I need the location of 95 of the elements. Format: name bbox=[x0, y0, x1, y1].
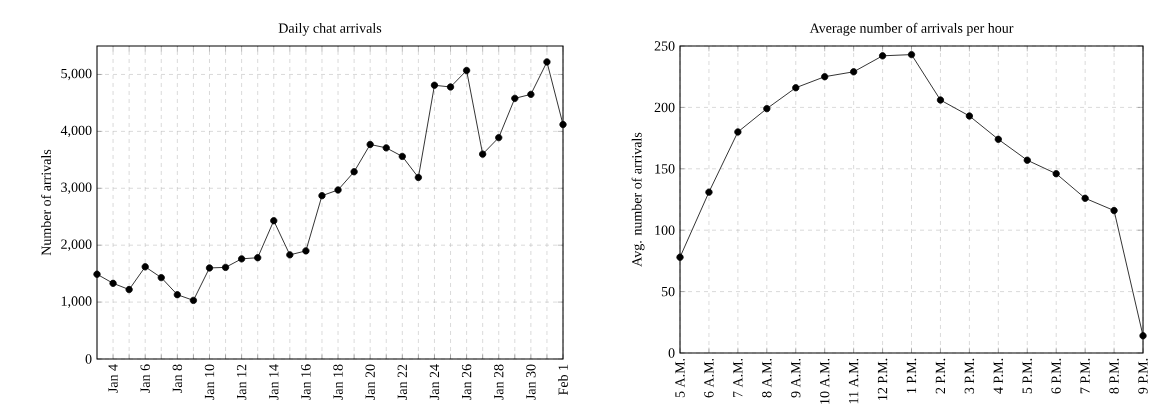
x-tick-label: Jan 6 bbox=[140, 364, 150, 393]
y-tick-label: 1,000 bbox=[61, 296, 92, 308]
point bbox=[1110, 206, 1118, 215]
point bbox=[1081, 194, 1089, 202]
point bbox=[221, 263, 230, 271]
x-tick-label: Jan 28 bbox=[494, 364, 504, 400]
point bbox=[141, 263, 149, 271]
x-tick-label: 9 P.M. bbox=[1138, 358, 1148, 394]
x-tick-label: 5 P.M. bbox=[1022, 358, 1032, 394]
chart-title: Daily chat arrivals bbox=[278, 23, 382, 36]
point bbox=[994, 135, 1002, 143]
y-tick-label: 3,000 bbox=[61, 182, 92, 195]
point bbox=[936, 96, 945, 104]
point bbox=[173, 291, 181, 299]
point bbox=[302, 247, 310, 255]
x-tick-label: Jan 30 bbox=[526, 364, 536, 400]
point bbox=[254, 254, 262, 262]
point bbox=[1052, 170, 1060, 178]
point bbox=[792, 84, 800, 92]
x-tick-label: Jan 10 bbox=[204, 364, 215, 400]
point bbox=[705, 188, 713, 196]
x-tick-label: Jan 14 bbox=[269, 364, 279, 400]
point bbox=[366, 140, 374, 149]
point bbox=[495, 134, 503, 142]
y-tick-label: 0 bbox=[668, 348, 675, 358]
y-tick-label: 250 bbox=[654, 41, 675, 51]
point bbox=[125, 285, 133, 294]
x-tick-label: 3 P.M. bbox=[964, 358, 975, 394]
x-tick-label: 10 A.M. bbox=[819, 358, 830, 404]
x-tick-label: Jan 24 bbox=[429, 364, 440, 400]
y-tick-label: 50 bbox=[661, 286, 675, 297]
x-tick-label: 7 A.M. bbox=[733, 358, 743, 398]
point bbox=[382, 144, 390, 152]
point bbox=[334, 186, 342, 194]
x-tick-label: 6 A.M. bbox=[704, 358, 714, 398]
x-tick-label: 7 P.M. bbox=[1080, 358, 1090, 394]
y-axis-title: Number of arrivals bbox=[40, 149, 51, 256]
x-tick-label: Jan 16 bbox=[301, 364, 311, 400]
point bbox=[446, 83, 455, 91]
y-tick-label: 4,000 bbox=[60, 125, 92, 138]
x-tick-label: 5 A.M. bbox=[675, 358, 685, 398]
point bbox=[527, 90, 535, 98]
x-tick-label: 12 P.M. bbox=[877, 358, 888, 400]
point bbox=[543, 58, 551, 66]
point bbox=[463, 66, 471, 75]
point bbox=[850, 68, 858, 76]
y-tick-label: 200 bbox=[654, 102, 675, 113]
y-tick-label: 5,000 bbox=[61, 68, 92, 81]
y-axis-title: Avg. number of arrivals bbox=[631, 132, 645, 267]
point bbox=[965, 112, 973, 120]
point bbox=[157, 274, 165, 282]
chart-title: Average number of arrivals per hour bbox=[809, 22, 1014, 36]
point bbox=[398, 152, 406, 161]
point bbox=[734, 128, 742, 136]
point bbox=[350, 168, 358, 176]
point bbox=[189, 296, 198, 304]
x-tick-label: 9 A.M. bbox=[791, 358, 801, 398]
point bbox=[430, 81, 439, 89]
point bbox=[907, 51, 916, 59]
x-tick-label: 2 P.M. bbox=[935, 358, 946, 394]
x-tick-label: Jan 26 bbox=[461, 364, 472, 400]
point bbox=[511, 94, 519, 102]
point bbox=[559, 120, 567, 129]
x-tick-label: 8 A.M. bbox=[762, 358, 772, 398]
y-tick-label: 2,000 bbox=[61, 239, 92, 251]
point bbox=[109, 279, 117, 287]
x-tick-label: Jan 12 bbox=[236, 364, 247, 400]
point bbox=[238, 255, 246, 263]
point bbox=[1139, 332, 1147, 340]
y-tick-label: 100 bbox=[655, 225, 675, 235]
point bbox=[763, 105, 771, 113]
x-tick-label: 8 P.M. bbox=[1109, 358, 1119, 394]
y-tick-label: 150 bbox=[655, 164, 675, 174]
x-tick-label: Jan 8 bbox=[172, 364, 183, 393]
x-tick-label: 6 P.M. bbox=[1051, 358, 1061, 394]
point bbox=[205, 264, 214, 272]
x-tick-label: 11 A.M. bbox=[848, 358, 859, 404]
x-tick-label: Feb 1 bbox=[558, 364, 568, 396]
point bbox=[878, 52, 887, 60]
point bbox=[676, 253, 684, 261]
point bbox=[270, 217, 278, 225]
point bbox=[1023, 156, 1031, 164]
point bbox=[821, 73, 829, 81]
x-tick-label: Jan 18 bbox=[333, 364, 343, 400]
x-tick-label: Jan 20 bbox=[365, 364, 375, 400]
x-tick-label: Jan 22 bbox=[397, 364, 408, 400]
y-tick-label: 0 bbox=[85, 354, 92, 364]
x-tick-label: 4 P.M. bbox=[993, 358, 1004, 394]
point bbox=[318, 192, 326, 200]
point bbox=[93, 270, 101, 278]
point bbox=[479, 150, 487, 158]
point bbox=[414, 173, 422, 182]
x-tick-label: 1 P.M. bbox=[906, 358, 917, 393]
point bbox=[286, 251, 294, 259]
x-tick-label: Jan 4 bbox=[108, 364, 118, 393]
